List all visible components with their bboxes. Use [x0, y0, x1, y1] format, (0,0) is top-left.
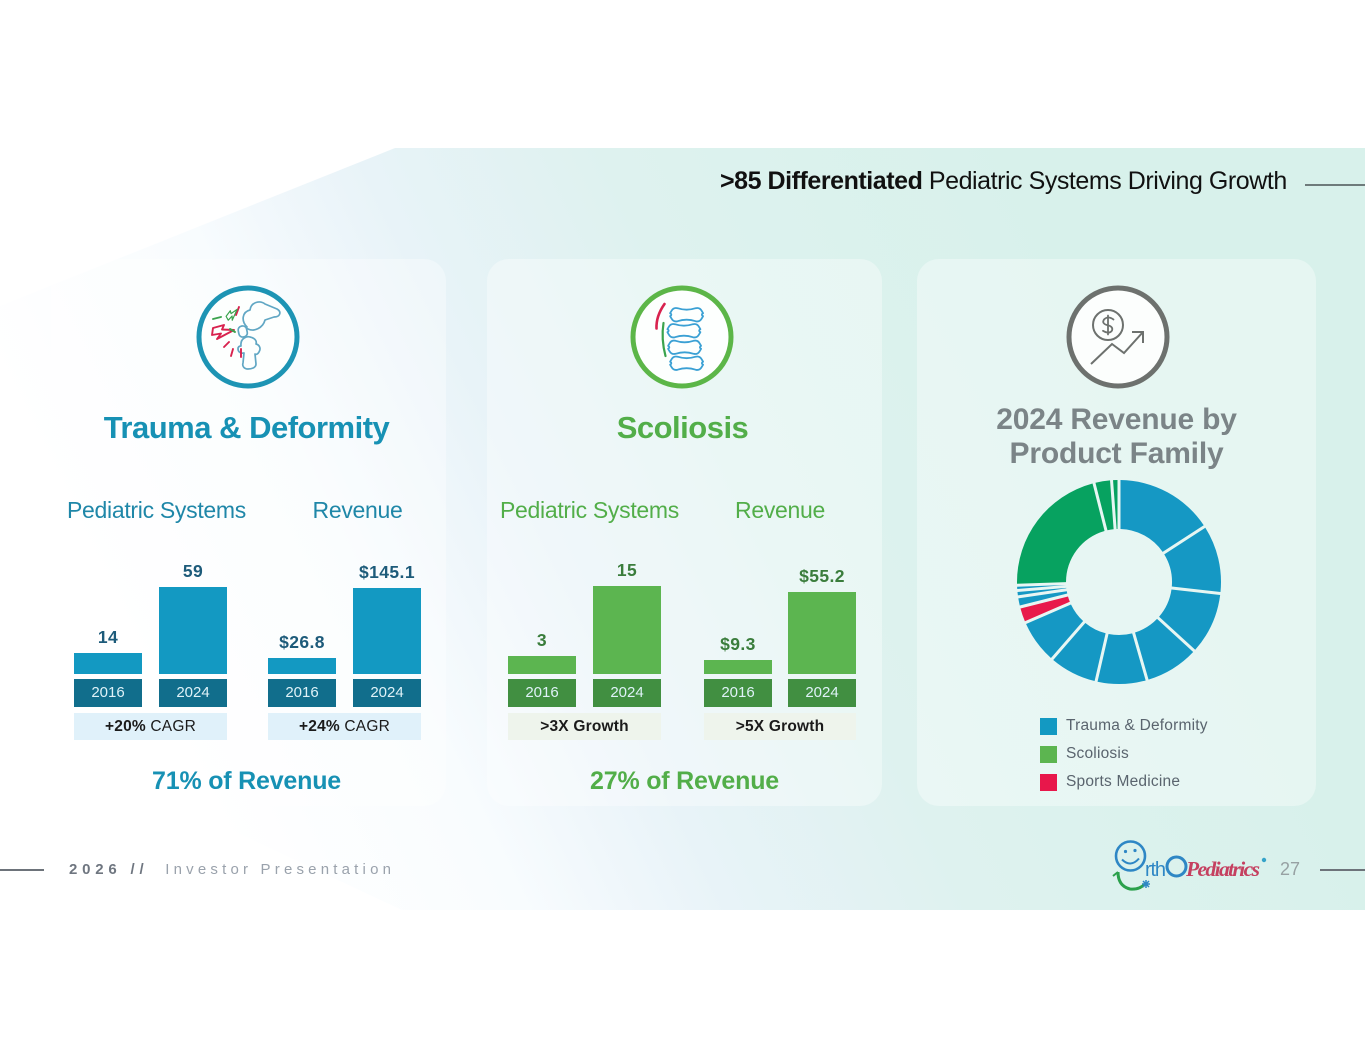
- svg-text:Pediatrics: Pediatrics: [1185, 857, 1260, 881]
- svg-text:rth: rth: [1145, 859, 1165, 881]
